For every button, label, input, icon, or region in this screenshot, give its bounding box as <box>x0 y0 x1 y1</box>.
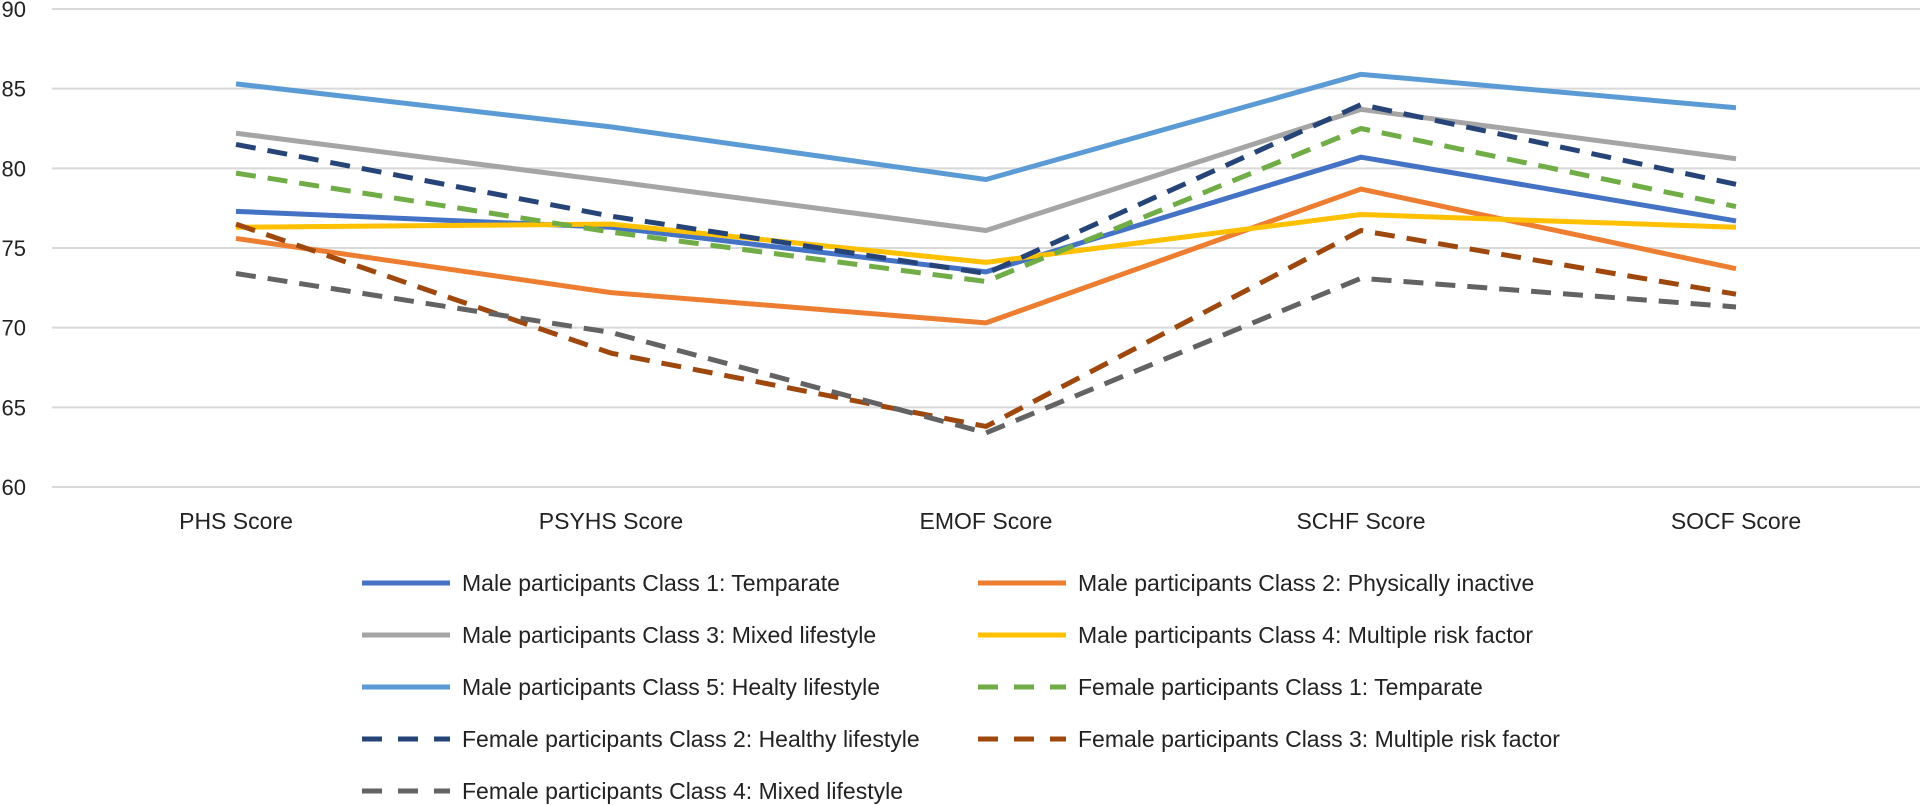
series-female-participants-class-4-mixed-lifestyle <box>235 271 1737 436</box>
y-tick-label-90: 90 <box>2 0 26 22</box>
x-tick-label-socf-score: SOCF Score <box>1671 508 1801 534</box>
series-male-participants-class-1-temparate <box>235 154 1737 275</box>
series-line-8 <box>235 221 1737 429</box>
legend-item-3: Male participants Class 3: Mixed lifesty… <box>362 622 876 648</box>
y-tick-label-75: 75 <box>2 236 26 261</box>
x-tick-label-phs-score: PHS Score <box>179 508 293 534</box>
series-line-2 <box>235 186 1737 326</box>
legend-item-4: Male participants Class 4: Multiple risk… <box>978 622 1533 648</box>
legend-item-9: Female participants Class 4: Mixed lifes… <box>362 778 903 804</box>
y-tick-label-60: 60 <box>2 475 26 500</box>
series-male-participants-class-4-multiple-risk-factor <box>235 212 1737 265</box>
legend-item-7: Female participants Class 2: Healthy lif… <box>362 726 920 752</box>
x-tick-label-psyhs-score: PSYHS Score <box>539 508 683 534</box>
legend-label: Female participants Class 4: Mixed lifes… <box>462 778 903 804</box>
y-tick-label-80: 80 <box>2 156 26 181</box>
legend-label: Male participants Class 5: Healty lifest… <box>462 674 880 700</box>
legend: Male participants Class 1: Temparate Male… <box>362 570 1560 804</box>
series-male-participants-class-3-mixed-lifestyle <box>235 106 1737 233</box>
series-line-4 <box>235 212 1737 265</box>
legend-item-8: Female participants Class 3: Multiple ri… <box>978 726 1560 752</box>
series-line-5 <box>235 71 1737 182</box>
legend-label: Female participants Class 2: Healthy lif… <box>462 726 920 752</box>
series-line-1 <box>235 154 1737 275</box>
legend-label: Male participants Class 4: Multiple risk… <box>1078 622 1533 648</box>
series-male-participants-class-2-physically-inactive <box>235 186 1737 326</box>
series-line-6 <box>235 126 1737 284</box>
x-tick-label-schf-score: SCHF Score <box>1296 508 1425 534</box>
legend-label: Male participants Class 2: Physically in… <box>1078 570 1534 596</box>
legend-label: Male participants Class 3: Mixed lifesty… <box>462 622 876 648</box>
x-axis-category-labels: PHS Score PSYHS Score EMOF Score SCHF Score… <box>179 508 1801 534</box>
y-tick-label-70: 70 <box>2 316 26 341</box>
legend-label: Male participants Class 1: Temparate <box>462 570 840 596</box>
series-line-3 <box>235 106 1737 233</box>
y-tick-label-85: 85 <box>2 77 26 102</box>
legend-item-1: Male participants Class 1: Temparate <box>362 570 840 596</box>
series-female-participants-class-1-temparate <box>235 126 1737 284</box>
legend-label: Female participants Class 3: Multiple ri… <box>1078 726 1560 752</box>
y-axis-tick-labels: 60 65 70 75 80 85 90 <box>2 0 26 500</box>
legend-item-5: Male participants Class 5: Healty lifest… <box>362 674 880 700</box>
y-tick-label-65: 65 <box>2 395 26 420</box>
series-female-participants-class-3-multiple-risk-factor <box>235 221 1737 429</box>
legend-item-2: Male participants Class 2: Physically in… <box>978 570 1534 596</box>
series-male-participants-class-5-healty-lifestyle <box>235 71 1737 182</box>
legend-item-6: Female participants Class 1: Temparate <box>978 674 1483 700</box>
x-tick-label-emof-score: EMOF Score <box>920 508 1053 534</box>
series-lines <box>235 71 1737 436</box>
legend-label: Female participants Class 1: Temparate <box>1078 674 1483 700</box>
series-line-9 <box>235 271 1737 436</box>
